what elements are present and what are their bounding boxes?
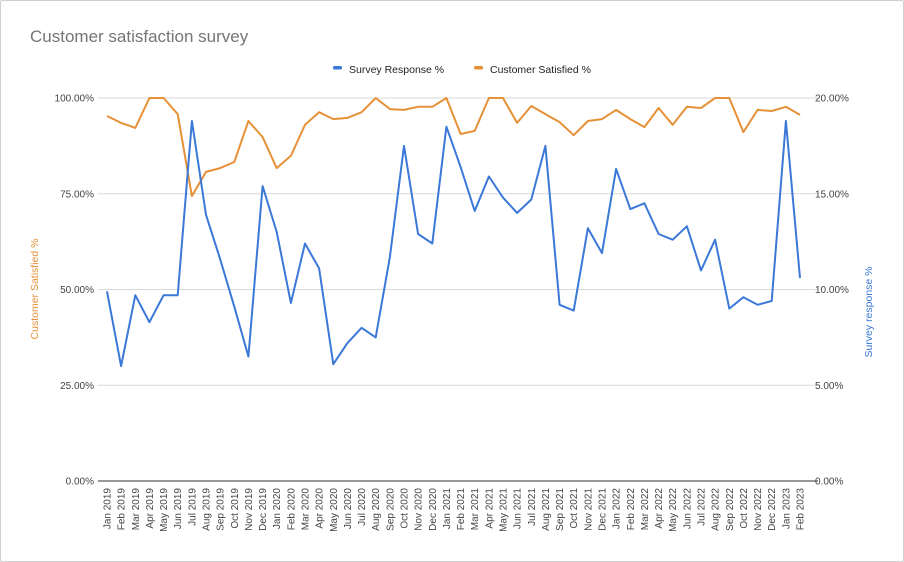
- right-tick-label: 10.00%: [815, 285, 849, 296]
- x-tick-label: Jul 2022: [697, 488, 708, 526]
- x-tick-label: Mar 2021: [470, 488, 481, 531]
- x-tick-label: Oct 2021: [569, 488, 580, 529]
- left-tick-label: 50.00%: [60, 285, 94, 296]
- x-tick-label: Jan 2022: [612, 488, 623, 530]
- x-tick-label: Jul 2019: [187, 488, 198, 526]
- x-tick-label: Sep 2019: [216, 488, 227, 531]
- x-tick-label: Feb 2019: [117, 488, 128, 531]
- x-tick-label: Nov 2019: [244, 488, 255, 531]
- left-tick-label: 0.00%: [66, 477, 94, 488]
- right-tick-label: 0.00%: [815, 477, 843, 488]
- legend-swatch: [474, 66, 483, 70]
- x-tick-label: May 2022: [668, 488, 679, 532]
- x-tick-label: Mar 2022: [640, 488, 651, 531]
- right-tick-label: 15.00%: [815, 189, 849, 200]
- x-tick-label: Nov 2021: [583, 488, 594, 531]
- x-tick-label: Feb 2022: [626, 488, 637, 531]
- x-tick-label: Apr 2022: [654, 488, 665, 529]
- x-tick-label: Dec 2022: [767, 488, 778, 531]
- x-tick-label: Sep 2020: [385, 488, 396, 531]
- x-tick-label: Jan 2019: [103, 488, 114, 530]
- legend-label: Customer Satisfied %: [490, 64, 591, 76]
- x-tick-label: Jun 2022: [682, 488, 693, 530]
- x-tick-label: Jan 2021: [442, 488, 453, 530]
- chart-title: Customer satisfaction survey: [30, 27, 249, 46]
- x-tick-label: Oct 2019: [230, 488, 241, 529]
- right-tick-label: 5.00%: [815, 381, 843, 392]
- x-tick-label: May 2019: [159, 488, 170, 532]
- right-tick-label: 20.00%: [815, 94, 849, 105]
- x-tick-label: May 2020: [329, 488, 340, 532]
- x-tick-label: Aug 2021: [541, 488, 552, 531]
- x-tick-label: Jul 2021: [527, 488, 538, 526]
- x-tick-label: Sep 2021: [555, 488, 566, 531]
- x-tick-label: Jul 2020: [357, 488, 368, 526]
- series-line-customer-satisfied: [106, 97, 801, 197]
- left-tick-label: 100.00%: [55, 94, 95, 105]
- x-tick-label: Jan 2023: [781, 488, 792, 530]
- x-tick-label: Aug 2019: [202, 488, 213, 531]
- left-tick-label: 75.00%: [60, 189, 94, 200]
- x-tick-label: Feb 2021: [456, 488, 467, 531]
- x-tick-label: Mar 2020: [301, 488, 312, 531]
- x-tick-label: Dec 2021: [598, 488, 609, 531]
- series-line-survey-response: [106, 120, 801, 368]
- x-tick-label: Mar 2019: [131, 488, 142, 531]
- x-tick-label: Aug 2022: [711, 488, 722, 531]
- legend-swatch: [333, 66, 342, 70]
- x-tick-label: Dec 2019: [258, 488, 269, 531]
- legend-label: Survey Response %: [349, 64, 444, 76]
- x-tick-label: Apr 2021: [484, 488, 495, 529]
- x-tick-label: Apr 2019: [145, 488, 156, 529]
- x-tick-label: Sep 2022: [725, 488, 736, 531]
- x-tick-label: Dec 2020: [428, 488, 439, 531]
- x-tick-label: Aug 2020: [371, 488, 382, 531]
- left-tick-label: 25.00%: [60, 381, 94, 392]
- x-tick-label: May 2021: [499, 488, 510, 532]
- x-tick-label: Oct 2020: [400, 488, 411, 529]
- right-axis-title: Survey response %: [863, 266, 875, 357]
- x-tick-label: Feb 2020: [286, 488, 297, 531]
- x-tick-label: Jun 2019: [173, 488, 184, 530]
- x-tick-label: Oct 2022: [739, 488, 750, 529]
- x-tick-label: Nov 2020: [414, 488, 425, 531]
- x-tick-label: Jun 2021: [513, 488, 524, 530]
- x-tick-label: Nov 2022: [753, 488, 764, 531]
- x-tick-label: Jan 2020: [272, 488, 283, 530]
- x-tick-label: Apr 2020: [315, 488, 326, 529]
- x-tick-label: Jun 2020: [343, 488, 354, 530]
- x-tick-label: Feb 2023: [796, 488, 807, 531]
- left-axis-title: Customer Satisfied %: [29, 239, 41, 340]
